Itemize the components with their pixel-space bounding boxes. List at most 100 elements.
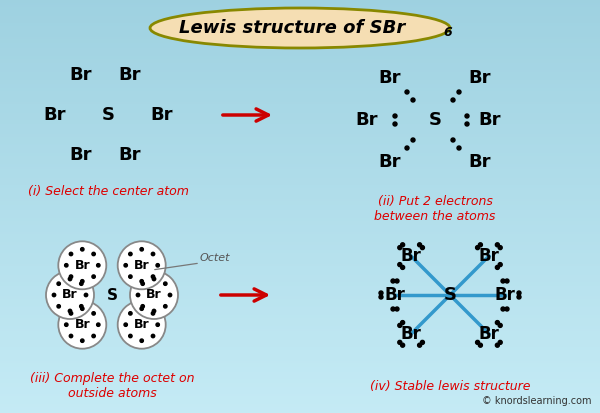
- Bar: [0, 331, 600, 332]
- Bar: [0, 200, 600, 201]
- Bar: [0, 186, 600, 187]
- Bar: [0, 231, 600, 232]
- Bar: [0, 64, 600, 65]
- Bar: [0, 266, 600, 267]
- Circle shape: [58, 301, 106, 349]
- Bar: [0, 193, 600, 194]
- Bar: [0, 336, 600, 337]
- Bar: [0, 352, 600, 353]
- Bar: [0, 177, 600, 178]
- Bar: [0, 80, 600, 81]
- Bar: [0, 120, 600, 121]
- Bar: [0, 61, 600, 62]
- Bar: [0, 257, 600, 258]
- Bar: [0, 360, 600, 361]
- Bar: [0, 53, 600, 54]
- Circle shape: [405, 90, 409, 94]
- Bar: [0, 335, 600, 336]
- Bar: [0, 405, 600, 406]
- Circle shape: [498, 323, 502, 328]
- Bar: [0, 85, 600, 86]
- Bar: [0, 369, 600, 370]
- Bar: [0, 276, 600, 277]
- Circle shape: [80, 305, 83, 308]
- Bar: [0, 221, 600, 222]
- Bar: [0, 248, 600, 249]
- Circle shape: [69, 334, 73, 338]
- Bar: [0, 23, 600, 24]
- Bar: [0, 281, 600, 282]
- Circle shape: [398, 246, 402, 249]
- Text: S: S: [101, 106, 115, 124]
- Bar: [0, 382, 600, 383]
- Bar: [0, 271, 600, 272]
- Bar: [0, 125, 600, 126]
- Circle shape: [498, 340, 502, 344]
- Bar: [0, 13, 600, 14]
- Bar: [0, 226, 600, 227]
- Bar: [0, 168, 600, 169]
- Circle shape: [393, 122, 397, 126]
- Bar: [0, 263, 600, 264]
- Bar: [0, 277, 600, 278]
- Bar: [0, 27, 600, 28]
- Bar: [0, 229, 600, 230]
- Bar: [0, 228, 600, 229]
- Bar: [0, 95, 600, 96]
- Bar: [0, 322, 600, 323]
- Bar: [0, 224, 600, 225]
- Bar: [0, 167, 600, 168]
- Circle shape: [46, 271, 94, 319]
- Bar: [0, 63, 600, 64]
- Bar: [0, 260, 600, 261]
- Bar: [0, 68, 600, 69]
- Bar: [0, 154, 600, 155]
- Bar: [0, 314, 600, 315]
- Bar: [0, 218, 600, 219]
- Bar: [0, 315, 600, 316]
- Bar: [0, 412, 600, 413]
- Bar: [0, 86, 600, 87]
- Bar: [0, 378, 600, 379]
- Circle shape: [476, 340, 479, 344]
- Bar: [0, 133, 600, 134]
- Text: Br: Br: [134, 318, 149, 331]
- Bar: [0, 161, 600, 162]
- Bar: [0, 339, 600, 340]
- Bar: [0, 91, 600, 92]
- Circle shape: [97, 263, 100, 267]
- Bar: [0, 388, 600, 389]
- Bar: [0, 140, 600, 141]
- Bar: [0, 181, 600, 182]
- Bar: [0, 171, 600, 172]
- Circle shape: [421, 246, 424, 249]
- Bar: [0, 359, 600, 360]
- Bar: [0, 340, 600, 341]
- Bar: [0, 3, 600, 4]
- Bar: [0, 89, 600, 90]
- Circle shape: [391, 279, 395, 283]
- Bar: [0, 84, 600, 85]
- Bar: [0, 39, 600, 40]
- Circle shape: [393, 114, 397, 118]
- Bar: [0, 178, 600, 179]
- Bar: [0, 101, 600, 102]
- Bar: [0, 165, 600, 166]
- Bar: [0, 29, 600, 30]
- Bar: [0, 42, 600, 43]
- Bar: [0, 393, 600, 394]
- Bar: [0, 406, 600, 407]
- Circle shape: [379, 291, 383, 295]
- Bar: [0, 366, 600, 367]
- Bar: [0, 50, 600, 51]
- Bar: [0, 105, 600, 106]
- Bar: [0, 31, 600, 32]
- Bar: [0, 345, 600, 346]
- Bar: [0, 255, 600, 256]
- Bar: [0, 210, 600, 211]
- Bar: [0, 256, 600, 257]
- Bar: [0, 11, 600, 12]
- Circle shape: [505, 279, 509, 283]
- Bar: [0, 180, 600, 181]
- Bar: [0, 318, 600, 319]
